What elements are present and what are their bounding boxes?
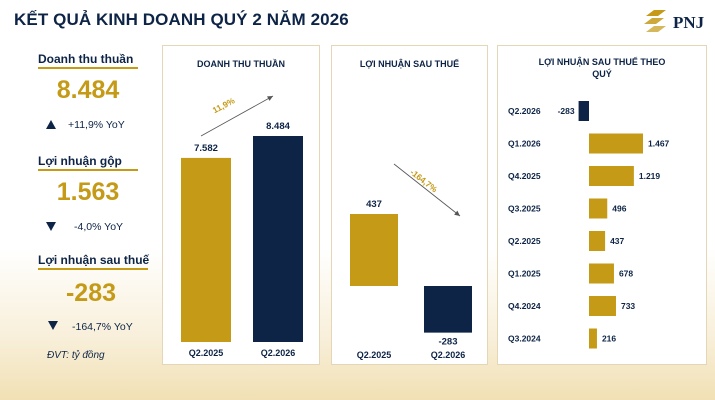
- tick-label: Q3.2025: [508, 204, 541, 214]
- bar: [578, 101, 589, 121]
- kpi-value: -283: [65, 279, 117, 307]
- arrow-head-icon: [267, 96, 273, 101]
- data-label: 216: [602, 334, 616, 344]
- page-title: KẾT QUẢ KINH DOANH QUÝ 2 NĂM 2026: [14, 10, 349, 29]
- data-label: -283: [558, 106, 575, 116]
- kpi-gross-profit: Lợi nhuận gộp: [38, 154, 146, 168]
- tick-label: Q4.2024: [508, 301, 541, 311]
- kpi-revenue: Doanh thu thuần: [38, 52, 146, 66]
- kpi-divider: [38, 67, 138, 69]
- net-profit-chart-panel: LỢI NHUẬN SAU THUẾ 437 Q2.2025 -283 Q2.2026…: [331, 45, 488, 365]
- tick-label: Q2.2026: [431, 350, 466, 360]
- bar: [181, 157, 231, 342]
- data-label: 437: [366, 199, 382, 210]
- data-label: 1.219: [639, 171, 661, 181]
- data-label: 678: [619, 269, 633, 279]
- revenue-chart: 7.582 Q2.2025 8.484 Q2.2026 11,9%: [181, 95, 303, 358]
- data-label: 496: [612, 204, 626, 214]
- logo-text: PNJ: [673, 13, 705, 32]
- tick-label: Q1.2025: [508, 269, 541, 279]
- kpi-change: -4,0% YoY: [74, 221, 124, 233]
- bar: [589, 328, 597, 349]
- revenue-chart-panel: DOANH THU THUẦN 7.582 Q2.2025 8.484 Q2.2026…: [162, 45, 320, 365]
- kpi-divider: [38, 268, 148, 270]
- data-label: 8.484: [266, 121, 290, 132]
- kpi-divider: [38, 169, 138, 171]
- data-label: 437: [610, 236, 624, 246]
- bar: [589, 198, 608, 219]
- chart-title: LỢI NHUẬN SAU THUẾ THEO QUÝ: [538, 57, 666, 79]
- change-annotation: 11,9%: [211, 95, 237, 115]
- tick-label: Q3.2024: [508, 334, 541, 344]
- kpi-change: -164,7% YoY: [72, 321, 133, 333]
- kpi-label: Lợi nhuận sau thuế: [38, 253, 150, 267]
- tick-label: Q2.2026: [261, 348, 296, 358]
- bar: [589, 263, 614, 284]
- arrow-head-icon: [454, 210, 460, 216]
- quarterly-net-profit-chart: Q2.2026 -283 Q1.2026 1.467 Q4.2025 1.219 Q3.20…: [508, 101, 670, 349]
- unit-note: ĐVT: tỷ đồng: [47, 350, 105, 361]
- tick-label: Q2.2026: [508, 106, 541, 116]
- bar: [589, 166, 634, 186]
- bar: [589, 296, 616, 316]
- data-label: 1.467: [648, 139, 670, 149]
- trend-arrow: [393, 163, 461, 217]
- chart-title: DOANH THU THUẦN: [197, 59, 285, 69]
- quarterly-net-profit-panel: LỢI NHUẬN SAU THUẾ THEO QUÝ Q2.2026 -283 Q…: [497, 45, 707, 365]
- arrow-up-icon: [46, 120, 56, 129]
- arrow-down-icon: [48, 321, 58, 330]
- arrow-down-icon: [46, 222, 56, 231]
- kpi-net-profit: Lợi nhuận sau thuế: [38, 253, 158, 267]
- data-label: 7.582: [194, 143, 218, 154]
- data-label: 733: [621, 301, 635, 311]
- kpi-change: +11,9% YoY: [68, 119, 125, 131]
- tick-label: Q4.2025: [508, 171, 541, 181]
- kpi-value: 1.563: [56, 178, 120, 206]
- tick-label: Q1.2026: [508, 139, 541, 149]
- bar: [253, 136, 303, 342]
- tick-label: Q2.2025: [357, 350, 392, 360]
- pnj-logo-icon: [644, 10, 666, 32]
- trend-arrow: [200, 95, 274, 137]
- bar: [589, 133, 643, 154]
- bar: [424, 286, 472, 333]
- kpi-value: 8.484: [56, 76, 120, 104]
- tick-label: Q2.2025: [508, 236, 541, 246]
- net-profit-chart: 437 Q2.2025 -283 Q2.2026 -164,7%: [350, 163, 472, 360]
- bar: [589, 231, 606, 251]
- chart-title: LỢI NHUẬN SAU THUẾ: [359, 59, 460, 69]
- kpi-label: Lợi nhuận gộp: [38, 154, 122, 168]
- change-annotation: -164,7%: [408, 167, 439, 195]
- bar: [350, 214, 398, 286]
- data-label: -283: [438, 337, 457, 348]
- tick-label: Q2.2025: [189, 348, 224, 358]
- kpi-label: Doanh thu thuần: [38, 52, 134, 66]
